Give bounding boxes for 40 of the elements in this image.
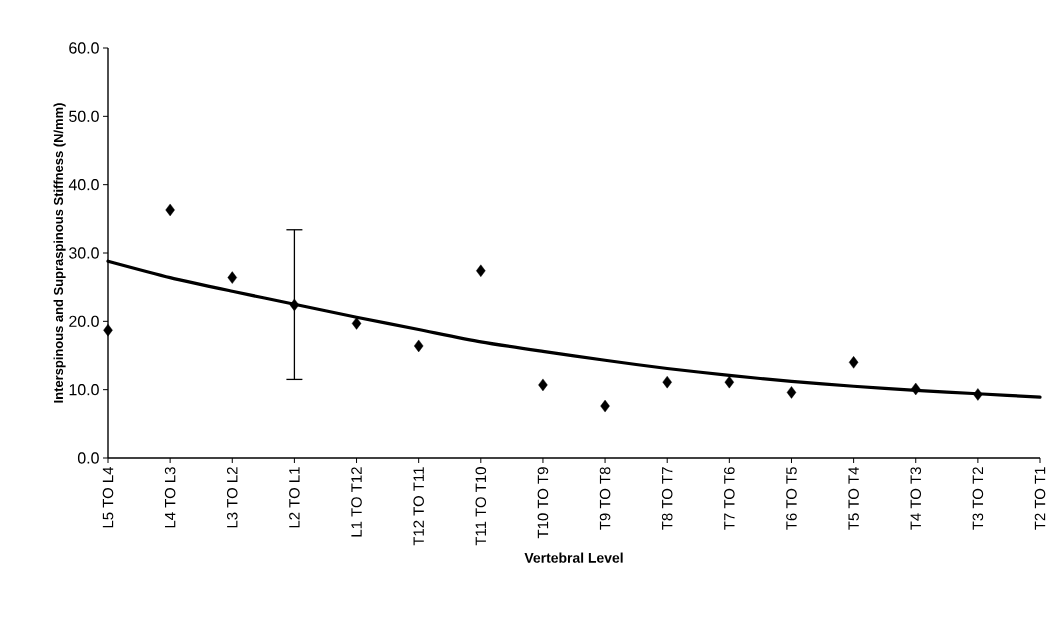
point [911, 382, 921, 396]
y-tick-label: 0.0 [77, 452, 99, 464]
y-tick-label: 60.0 [69, 42, 99, 54]
x-tick-label: T11 TO T10 [475, 467, 487, 546]
x-tick-label: T5 TO T4 [848, 466, 859, 530]
point [724, 375, 735, 389]
y-axis-title: Interspinous and Supraspinous Stiffness (N/mm) [53, 103, 66, 403]
x-tick-label: T7 TO T6 [724, 467, 735, 530]
x-tick-label: L2 TO L1 [289, 467, 300, 528]
x-tick-label: L5 TO L4 [102, 466, 114, 528]
y-tick-label: 20.0 [69, 315, 99, 327]
y-tick-label: 10.0 [69, 384, 99, 396]
x-tick-label: T2 TO T1 [1034, 467, 1046, 530]
point [786, 386, 797, 399]
x-tick-label: T8 TO T7 [661, 467, 673, 530]
point [476, 264, 486, 277]
point [289, 298, 300, 312]
x-tick-label: T4 TO T3 [910, 467, 922, 530]
point [600, 399, 610, 413]
x-axis-title: Vertebral Level [524, 552, 623, 563]
point [227, 271, 237, 284]
point [413, 339, 424, 353]
x-tick-label: T3 TO T2 [972, 467, 984, 530]
x-tick-label: T9 TO T8 [599, 467, 611, 530]
y-tick-label: 40.0 [68, 179, 99, 191]
point [351, 317, 362, 330]
x-tick-label: T12 TO T11 [413, 467, 424, 546]
point [973, 388, 983, 401]
point [538, 378, 548, 392]
y-tick-label: 30.0 [69, 247, 99, 259]
point [103, 324, 113, 337]
y-tick-label: 50.0 [69, 110, 99, 122]
x-tick-label: L4 TO L3 [164, 467, 176, 528]
x-tick-label: L1 TO T12 [351, 467, 362, 537]
point [848, 356, 859, 369]
point [662, 375, 672, 389]
x-tick-label: T6 TO T5 [786, 467, 797, 530]
x-tick-label: L3 TO L2 [226, 467, 238, 528]
point [165, 203, 175, 217]
x-tick-label: T10 TO T9 [537, 467, 549, 539]
